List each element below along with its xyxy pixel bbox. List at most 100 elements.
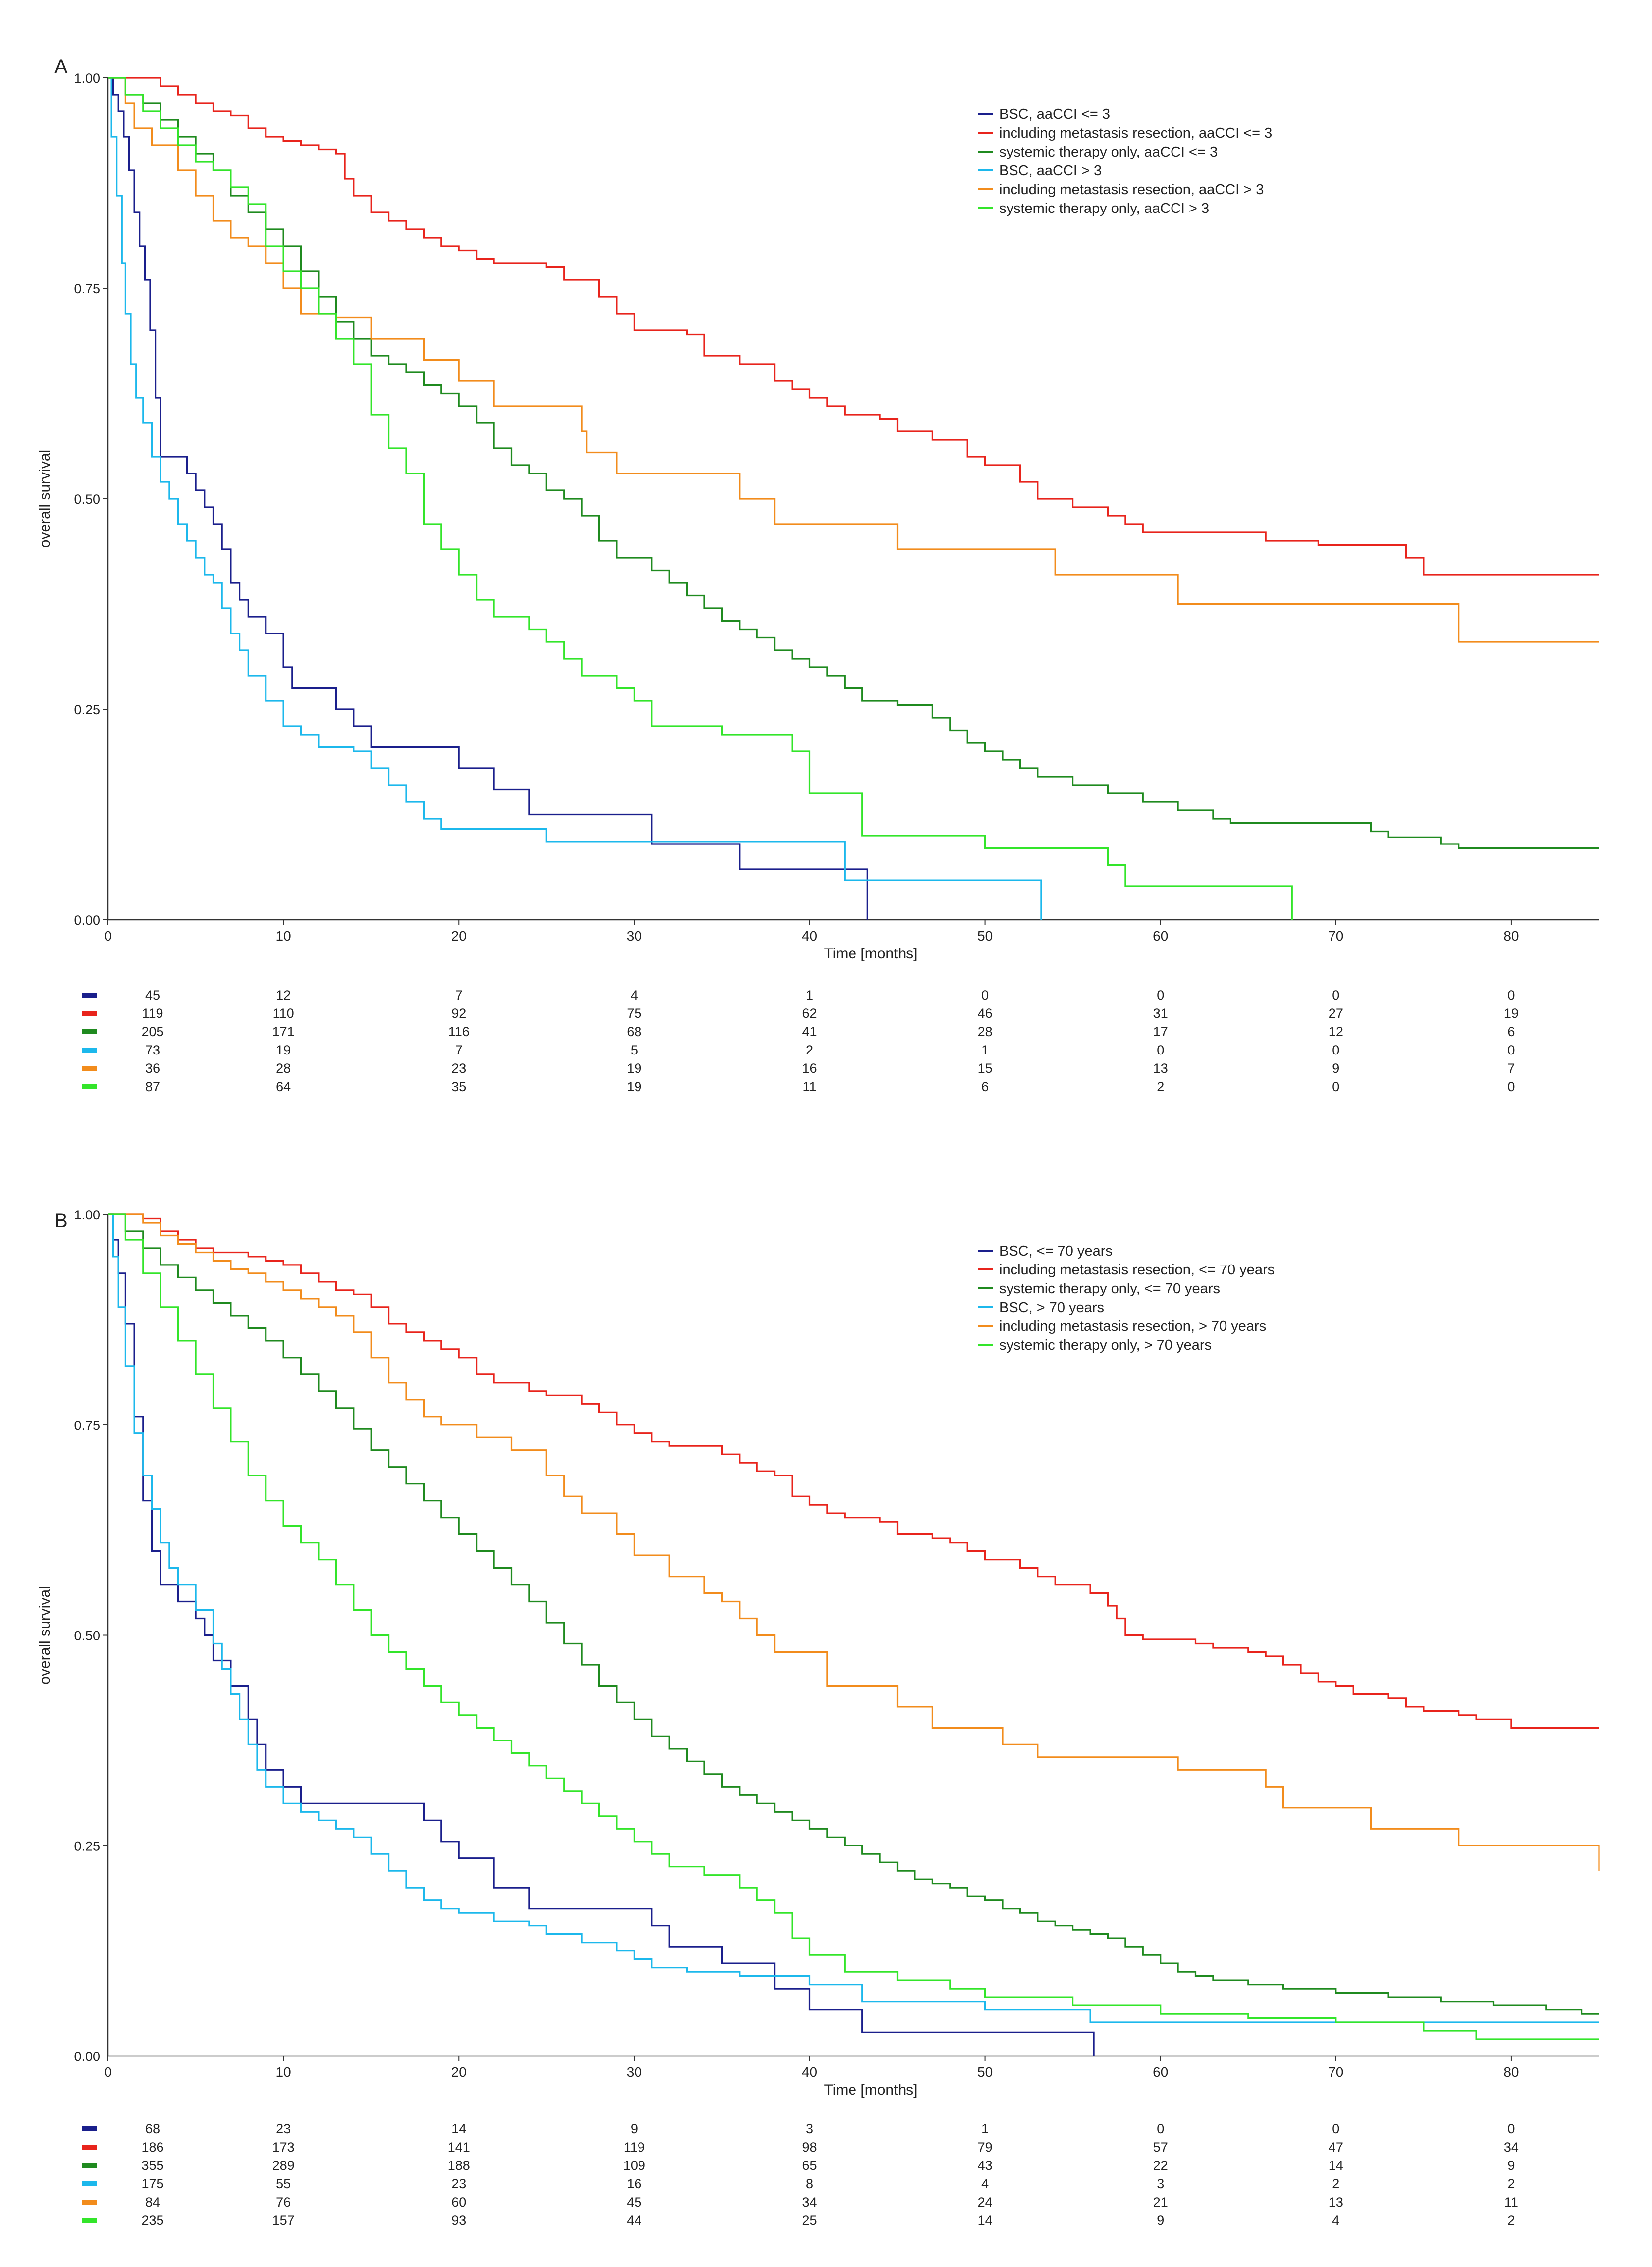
x-tick-label: 70 xyxy=(1328,928,1343,944)
risk-cell: 45 xyxy=(145,988,160,1002)
risk-cell: 24 xyxy=(978,2195,993,2210)
survival-curve-5 xyxy=(108,77,1599,643)
risk-cell: 157 xyxy=(272,2213,295,2228)
risk-cell: 36 xyxy=(145,1061,160,1076)
risk-cell: 5 xyxy=(631,1043,638,1057)
y-tick-label: 0.50 xyxy=(74,1629,100,1643)
risk-cell: 2 xyxy=(1157,1079,1164,1094)
risk-cell: 19 xyxy=(1504,1006,1519,1021)
survival-curve-6 xyxy=(108,77,1293,920)
risk-row-swatch xyxy=(82,1066,97,1071)
survival-curve-2 xyxy=(108,1213,1599,1729)
chart-panel-a: A0 10 20 30 40 50 60 70 800.000.250.500.751.00Ti… xyxy=(37,56,1599,1094)
x-tick-label: 40 xyxy=(802,928,817,944)
legend: BSC, <= 70 years including metastasis res… xyxy=(978,1243,1275,1353)
risk-cell: 79 xyxy=(978,2140,993,2155)
risk-cell: 9 xyxy=(1332,1061,1339,1076)
legend-entry: BSC, aaCCI > 3 xyxy=(999,163,1102,179)
y-axis-label: overall survival xyxy=(37,1586,53,1684)
risk-cell: 175 xyxy=(141,2176,163,2191)
risk-cell: 45 xyxy=(627,2195,641,2210)
y-tick-label: 1.00 xyxy=(74,71,100,86)
legend-entry: BSC, <= 70 years xyxy=(999,1243,1113,1259)
risk-cell: 173 xyxy=(272,2140,295,2155)
survival-curve-1 xyxy=(108,1213,1095,2056)
y-tick-label: 1.00 xyxy=(74,1208,100,1222)
risk-cell: 2 xyxy=(1507,2176,1515,2191)
risk-cell: 205 xyxy=(141,1024,163,1039)
x-tick-label: 60 xyxy=(1153,928,1168,944)
chart-panel-b: B0 10 20 30 40 50 60 70 800.000.250.500.751.00Ti… xyxy=(37,1208,1600,2228)
risk-row-swatch xyxy=(82,2163,97,2168)
risk-row-swatch xyxy=(82,2181,97,2186)
risk-cell: 23 xyxy=(451,2176,466,2191)
x-tick-label: 10 xyxy=(276,2064,291,2080)
x-tick-label: 60 xyxy=(1153,2064,1168,2080)
legend-entry: systemic therapy only, > 70 years xyxy=(999,1337,1212,1353)
x-tick-label: 40 xyxy=(802,2064,817,2080)
x-tick-label: 0 xyxy=(104,2064,112,2080)
x-axis-label: Time [months] xyxy=(824,2082,918,2098)
risk-row-swatch xyxy=(82,2126,97,2131)
risk-cell: 11 xyxy=(802,1079,816,1094)
risk-cell: 68 xyxy=(145,2121,160,2136)
risk-cell: 87 xyxy=(145,1079,160,1094)
risk-row-swatch xyxy=(82,1011,97,1016)
risk-cell: 0 xyxy=(1507,1079,1515,1094)
x-tick-label: 70 xyxy=(1328,2064,1343,2080)
risk-cell: 8 xyxy=(806,2176,813,2191)
y-tick-label: 0.25 xyxy=(74,702,100,717)
survival-curve-4 xyxy=(108,77,1042,920)
risk-cell: 116 xyxy=(448,1024,470,1039)
y-tick-label: 0.50 xyxy=(74,492,100,507)
risk-cell: 4 xyxy=(631,988,638,1002)
survival-curve-3 xyxy=(108,77,1599,849)
risk-cell: 46 xyxy=(978,1006,993,1021)
risk-cell: 93 xyxy=(451,2213,466,2228)
risk-cell: 19 xyxy=(276,1043,291,1057)
risk-cell: 28 xyxy=(978,1024,993,1039)
risk-cell: 4 xyxy=(981,2176,989,2191)
legend-entry: systemic therapy only, <= 70 years xyxy=(999,1281,1220,1297)
survival-curve-4 xyxy=(108,1213,1599,2023)
risk-cell: 119 xyxy=(624,2140,645,2155)
risk-cell: 6 xyxy=(981,1079,989,1094)
survival-curve-6 xyxy=(108,1213,1599,2040)
risk-cell: 9 xyxy=(1507,2158,1515,2173)
risk-cell: 14 xyxy=(451,2121,466,2136)
risk-cell: 0 xyxy=(1507,2121,1515,2136)
risk-cell: 84 xyxy=(145,2195,160,2210)
x-tick-label: 30 xyxy=(627,2064,642,2080)
risk-cell: 2 xyxy=(1332,2176,1339,2191)
risk-cell: 1 xyxy=(981,2121,989,2136)
risk-cell: 28 xyxy=(276,1061,291,1076)
risk-cell: 12 xyxy=(1329,1024,1343,1039)
y-tick-label: 0.75 xyxy=(74,1418,100,1433)
risk-cell: 9 xyxy=(1157,2213,1164,2228)
risk-cell: 98 xyxy=(802,2140,817,2155)
risk-cell: 34 xyxy=(802,2195,817,2210)
risk-cell: 19 xyxy=(627,1061,641,1076)
risk-cell: 14 xyxy=(978,2213,993,2228)
risk-cell: 0 xyxy=(1332,1043,1339,1057)
risk-cell: 355 xyxy=(141,2158,163,2173)
risk-cell: 21 xyxy=(1153,2195,1168,2210)
x-tick-label: 20 xyxy=(451,2064,467,2080)
x-tick-label: 80 xyxy=(1503,2064,1519,2080)
risk-cell: 68 xyxy=(627,1024,641,1039)
x-axis-label: Time [months] xyxy=(824,946,918,962)
y-tick-label: 0.75 xyxy=(74,281,100,296)
risk-cell: 0 xyxy=(1157,988,1164,1002)
risk-cell: 3 xyxy=(806,2121,813,2136)
risk-cell: 186 xyxy=(141,2140,163,2155)
risk-cell: 0 xyxy=(1157,1043,1164,1057)
risk-row-swatch xyxy=(82,1048,97,1053)
legend-entry: systemic therapy only, aaCCI > 3 xyxy=(999,201,1209,216)
risk-cell: 60 xyxy=(451,2195,466,2210)
risk-cell: 31 xyxy=(1153,1006,1168,1021)
risk-cell: 1 xyxy=(981,1043,989,1057)
survival-curve-3 xyxy=(108,1213,1599,2015)
